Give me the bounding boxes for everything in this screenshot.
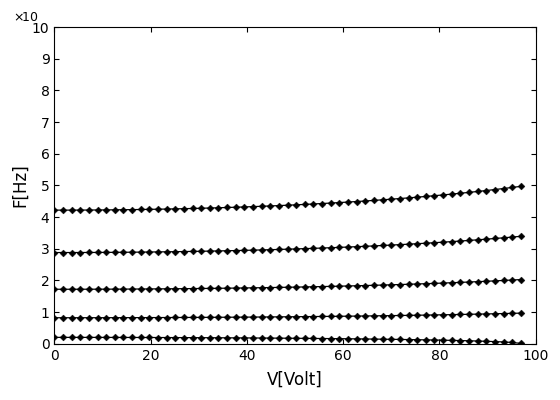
Y-axis label: F[Hz]: F[Hz] <box>11 164 29 207</box>
X-axis label: V[Volt]: V[Volt] <box>267 371 323 389</box>
Text: $\times\!10$: $\times\!10$ <box>13 11 39 24</box>
